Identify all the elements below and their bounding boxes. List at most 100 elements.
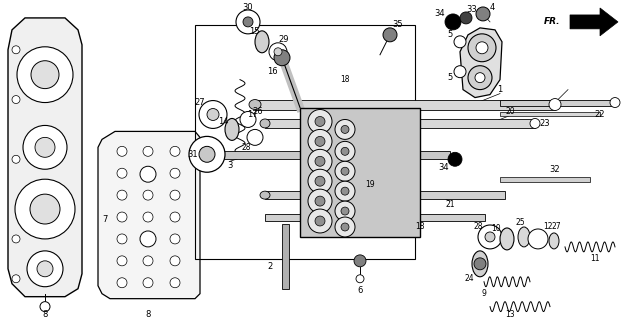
Text: 13: 13 <box>505 310 515 319</box>
Circle shape <box>199 100 227 128</box>
Circle shape <box>315 176 325 186</box>
Circle shape <box>274 48 282 56</box>
Ellipse shape <box>260 191 270 199</box>
Circle shape <box>170 146 180 156</box>
Circle shape <box>460 12 472 24</box>
Circle shape <box>454 66 466 78</box>
Text: 17: 17 <box>246 110 257 119</box>
Circle shape <box>117 212 127 222</box>
Circle shape <box>17 47 73 102</box>
Ellipse shape <box>225 118 239 140</box>
Ellipse shape <box>472 251 488 277</box>
Circle shape <box>12 235 20 243</box>
Text: 28: 28 <box>241 143 251 152</box>
Circle shape <box>117 146 127 156</box>
Text: 27: 27 <box>551 222 561 231</box>
Polygon shape <box>460 28 502 98</box>
Circle shape <box>335 201 355 221</box>
Circle shape <box>143 256 153 266</box>
Circle shape <box>143 234 153 244</box>
Circle shape <box>269 43 287 61</box>
Bar <box>500 177 590 182</box>
Text: 30: 30 <box>243 4 253 12</box>
Text: 31: 31 <box>188 150 198 159</box>
Text: 8: 8 <box>145 310 150 319</box>
Text: FR.: FR. <box>544 17 560 27</box>
Circle shape <box>140 231 156 247</box>
Circle shape <box>170 190 180 200</box>
Text: 33: 33 <box>467 5 477 14</box>
Text: 6: 6 <box>358 286 363 295</box>
Text: 20: 20 <box>505 107 515 116</box>
Circle shape <box>30 194 60 224</box>
Text: 18: 18 <box>340 75 349 84</box>
Circle shape <box>274 50 290 66</box>
Ellipse shape <box>260 119 270 128</box>
Text: 34: 34 <box>435 9 446 19</box>
Circle shape <box>12 96 20 104</box>
Text: 23: 23 <box>540 119 550 128</box>
Circle shape <box>476 42 488 54</box>
Text: 14: 14 <box>218 117 228 126</box>
Text: 32: 32 <box>550 165 560 174</box>
Text: 3: 3 <box>227 161 233 170</box>
Text: 1: 1 <box>497 85 502 94</box>
Circle shape <box>247 129 263 145</box>
Circle shape <box>335 141 355 161</box>
Text: 9: 9 <box>482 289 487 298</box>
Circle shape <box>31 61 59 89</box>
Circle shape <box>140 166 156 182</box>
Circle shape <box>207 108 219 120</box>
Circle shape <box>341 167 349 175</box>
Circle shape <box>485 232 495 242</box>
Circle shape <box>341 223 349 231</box>
Circle shape <box>15 179 75 239</box>
Circle shape <box>468 66 492 90</box>
Text: 5: 5 <box>447 30 452 39</box>
Circle shape <box>243 17 253 27</box>
Text: 8: 8 <box>42 310 47 319</box>
Polygon shape <box>98 132 200 299</box>
Circle shape <box>383 28 397 42</box>
Circle shape <box>143 146 153 156</box>
Circle shape <box>315 136 325 146</box>
Circle shape <box>341 207 349 215</box>
Circle shape <box>170 256 180 266</box>
Circle shape <box>12 275 20 283</box>
Text: 19: 19 <box>365 180 375 189</box>
Circle shape <box>308 129 332 153</box>
Circle shape <box>610 98 620 108</box>
Circle shape <box>37 261 53 277</box>
Circle shape <box>35 137 55 157</box>
Circle shape <box>315 216 325 226</box>
Text: 5: 5 <box>447 73 452 82</box>
Circle shape <box>308 169 332 193</box>
Ellipse shape <box>500 228 514 250</box>
Circle shape <box>240 111 256 127</box>
Circle shape <box>341 125 349 133</box>
Circle shape <box>308 189 332 213</box>
Circle shape <box>354 255 366 267</box>
Circle shape <box>474 258 486 270</box>
Text: 35: 35 <box>392 20 403 29</box>
Bar <box>210 151 450 159</box>
Ellipse shape <box>205 151 215 159</box>
Circle shape <box>27 251 63 287</box>
Circle shape <box>315 116 325 126</box>
Circle shape <box>143 278 153 288</box>
Circle shape <box>308 209 332 233</box>
Text: 22: 22 <box>595 110 605 119</box>
Polygon shape <box>570 8 618 36</box>
Bar <box>500 100 615 106</box>
Circle shape <box>448 152 462 166</box>
Text: 28: 28 <box>473 222 483 231</box>
Circle shape <box>117 256 127 266</box>
Circle shape <box>445 14 461 30</box>
Text: 15: 15 <box>249 27 259 36</box>
Text: 11: 11 <box>590 254 600 263</box>
Circle shape <box>143 168 153 178</box>
Bar <box>500 111 600 116</box>
Circle shape <box>170 212 180 222</box>
Circle shape <box>335 217 355 237</box>
Bar <box>265 191 505 199</box>
